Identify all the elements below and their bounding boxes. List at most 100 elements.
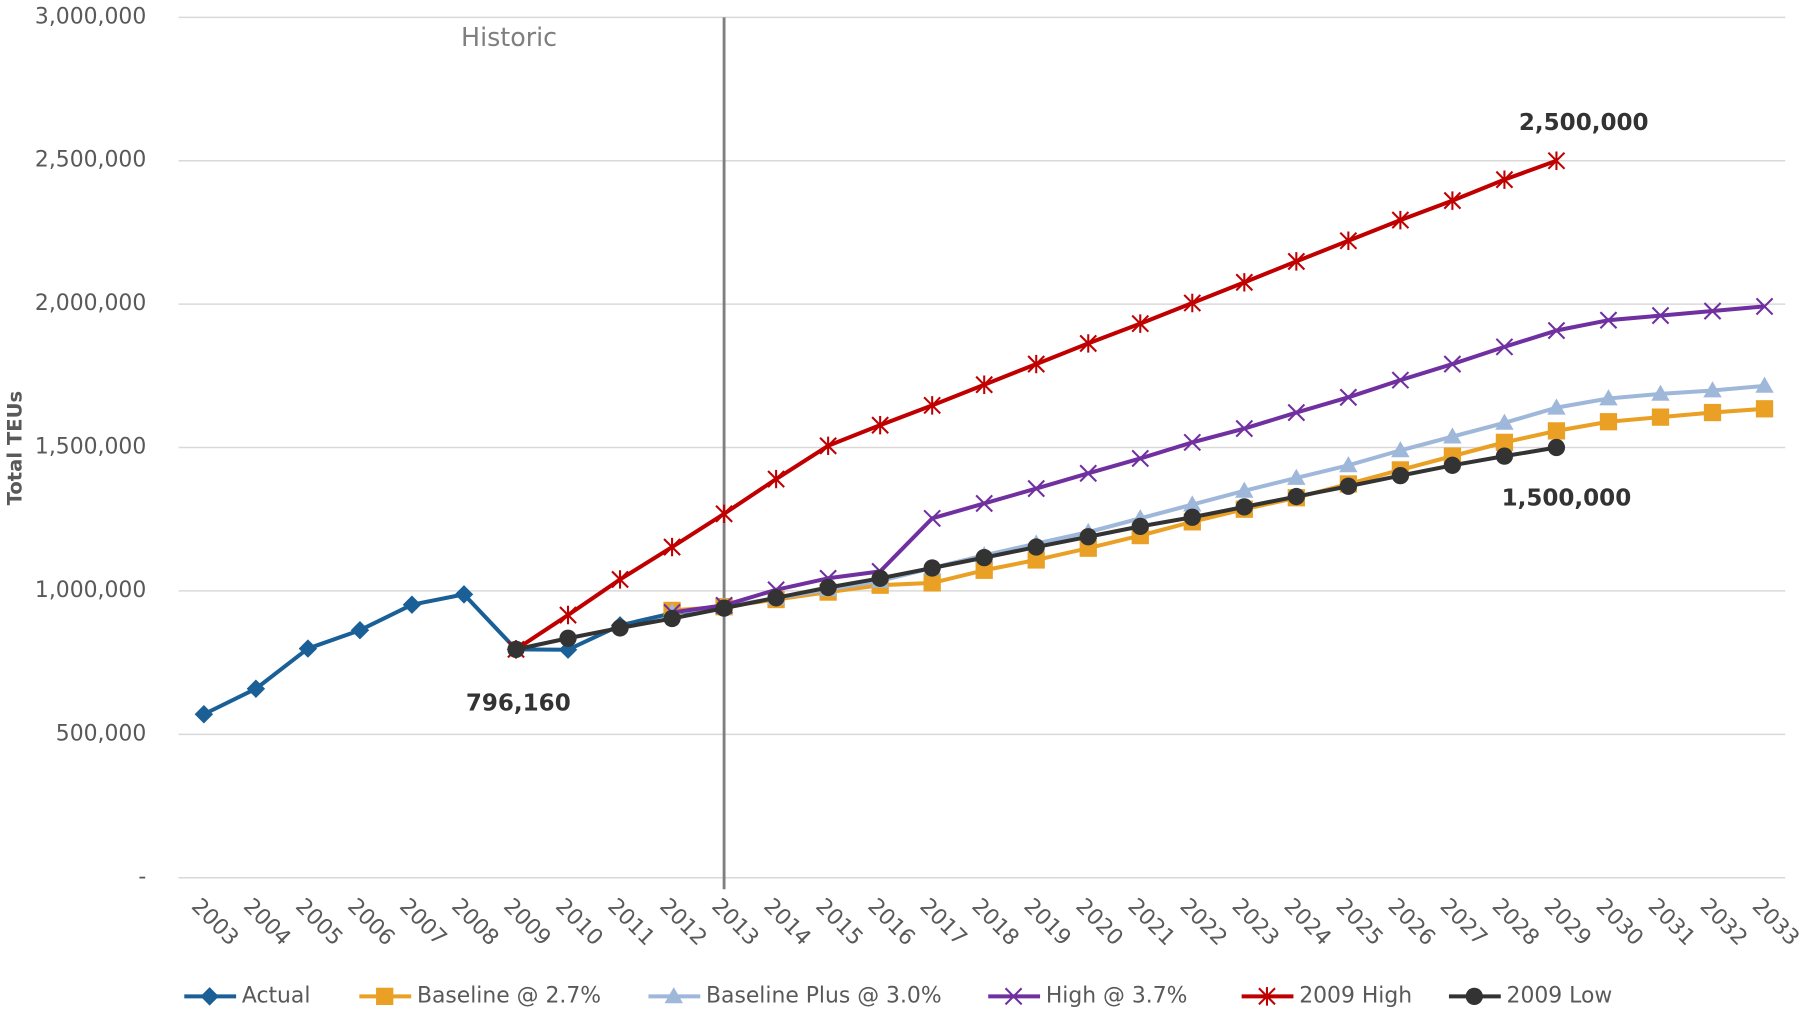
marker	[1235, 498, 1253, 516]
marker	[1755, 297, 1774, 316]
marker	[1235, 273, 1254, 292]
marker	[1495, 413, 1514, 430]
x-tick-label: 2015	[810, 894, 867, 951]
x-tick-label: 2019	[1019, 894, 1076, 951]
series-line	[671, 383, 1765, 615]
marker	[1755, 376, 1774, 393]
x-tick-label: 2023	[1227, 894, 1284, 951]
y-tick-label: 500,000	[56, 721, 146, 746]
marker	[350, 621, 370, 640]
marker	[1465, 987, 1483, 1005]
marker	[1287, 468, 1306, 485]
marker	[975, 561, 993, 579]
x-tick-label: 2033	[1747, 894, 1804, 951]
y-tick-label: 2,500,000	[35, 148, 146, 173]
marker	[663, 609, 681, 628]
marker	[1183, 293, 1202, 313]
marker	[767, 469, 785, 489]
legend-label: Actual	[242, 983, 311, 1008]
marker	[767, 589, 785, 607]
marker	[1443, 456, 1462, 474]
x-tick-label: 2011	[602, 894, 659, 951]
legend-label: Baseline @ 2.7%	[417, 983, 601, 1008]
marker	[1027, 551, 1045, 569]
marker	[1027, 538, 1045, 556]
x-tick-label: 2032	[1695, 894, 1752, 951]
marker	[1391, 371, 1410, 389]
marker	[1339, 231, 1358, 250]
marker	[1079, 528, 1097, 546]
annotation: 2,500,000	[1519, 110, 1649, 136]
marker	[1651, 408, 1670, 426]
marker	[1547, 438, 1566, 457]
marker	[507, 640, 525, 659]
x-tick-label: 2029	[1539, 894, 1596, 951]
marker	[1547, 398, 1566, 415]
x-tick-label: 2016	[862, 894, 919, 951]
x-tick-label: 2027	[1435, 894, 1492, 951]
series-line	[202, 592, 725, 717]
x-tick-label: 2012	[654, 894, 711, 951]
marker	[611, 619, 629, 637]
x-tick-label: 2018	[967, 894, 1024, 951]
marker	[1703, 403, 1722, 422]
legend-label: 2009 High	[1299, 983, 1412, 1008]
marker	[663, 537, 681, 557]
marker	[715, 599, 733, 617]
marker	[1339, 456, 1358, 473]
x-tick-label: 2009	[498, 894, 555, 951]
marker	[1131, 449, 1150, 468]
marker	[1599, 311, 1618, 329]
series-line	[514, 158, 1558, 652]
legend-label: Baseline Plus @ 3.0%	[706, 983, 942, 1008]
x-tick-label: 2026	[1383, 894, 1440, 951]
y-tick-label: 2,000,000	[35, 291, 146, 316]
marker	[194, 705, 214, 724]
marker	[1027, 354, 1046, 374]
series-line	[671, 304, 1765, 615]
marker	[1287, 487, 1305, 506]
marker	[1131, 314, 1150, 333]
y-tick-label: 1,000,000	[35, 578, 146, 603]
legend-label: 2009 Low	[1507, 983, 1613, 1008]
marker	[1391, 210, 1410, 230]
marker	[1755, 400, 1774, 418]
x-tick-label: 2024	[1279, 894, 1336, 951]
marker	[1391, 466, 1410, 485]
x-tick-label: 2003	[186, 894, 243, 951]
x-tick-label: 2030	[1591, 894, 1648, 951]
marker	[559, 605, 577, 625]
y-tick-label: -	[138, 865, 146, 890]
marker	[1079, 464, 1098, 483]
x-tick-label: 2007	[394, 894, 451, 951]
x-tick-label: 2028	[1487, 894, 1544, 951]
marker	[1703, 381, 1722, 398]
marker	[664, 987, 684, 1004]
marker	[1651, 384, 1670, 401]
marker	[819, 436, 837, 456]
marker	[1339, 388, 1358, 407]
series-line	[671, 406, 1765, 613]
marker	[1547, 422, 1566, 440]
marker	[975, 375, 993, 394]
marker	[1183, 508, 1201, 526]
marker	[1443, 191, 1462, 210]
marker	[1443, 355, 1462, 373]
marker	[246, 679, 266, 698]
marker	[298, 639, 318, 658]
annotation: 1,500,000	[1502, 485, 1632, 511]
x-tick-label: 2010	[550, 894, 607, 951]
marker	[1079, 334, 1098, 353]
x-tick-label: 2025	[1331, 894, 1388, 951]
marker	[1235, 419, 1254, 438]
y-tick-label: 1,500,000	[35, 435, 146, 460]
legend-label: High @ 3.7%	[1046, 983, 1188, 1008]
x-tick-label: 2031	[1643, 894, 1700, 951]
x-tick-label: 2005	[290, 894, 347, 951]
x-tick-label: 2014	[758, 894, 815, 951]
marker	[1287, 252, 1306, 271]
marker	[1131, 517, 1149, 536]
x-tick-label: 2020	[1071, 894, 1128, 951]
marker	[819, 578, 837, 597]
